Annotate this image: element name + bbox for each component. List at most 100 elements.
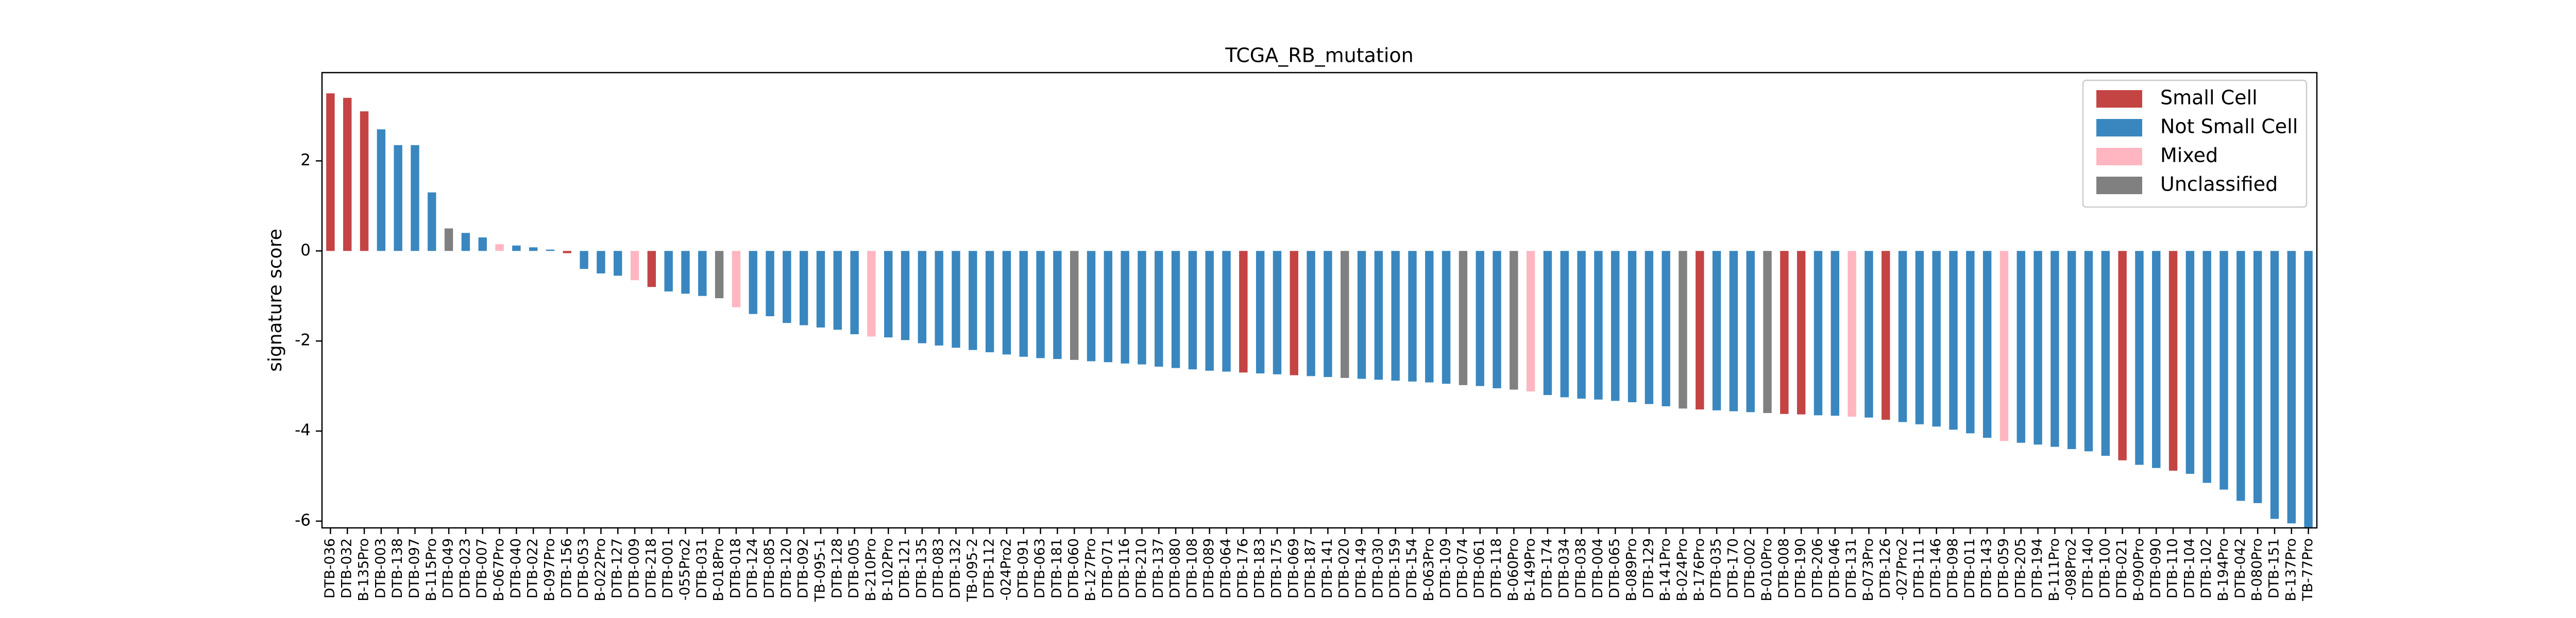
bar [1662,251,1670,406]
x-tick-label: DTB-151 [2266,538,2282,598]
bar [867,251,876,337]
bar [816,251,825,328]
bar [343,97,352,251]
x-tick-label: DTB-109 [1438,538,1454,598]
legend-frame [2082,79,2308,208]
bar [512,245,521,251]
x-tick-label: DTB-090 [2148,538,2164,598]
x-tick-label: B-090Pro [2131,538,2147,602]
bar [444,228,453,251]
bar [1070,251,1079,360]
bar [732,251,741,307]
x-tick-label: B-141Pro [1657,538,1673,602]
bar [1391,251,1400,381]
bar [1476,251,1484,386]
legend-label: Not Small Cell [2160,115,2298,138]
bar [1594,251,1603,400]
x-tick-label: DTB-020 [1336,538,1352,598]
bar [985,251,994,352]
bar [681,251,690,294]
x-tick-label: DTB-126 [1877,538,1893,598]
x-tick-label: DTB-011 [1962,538,1978,598]
x-tick-label: DTB-110 [2165,538,2181,598]
x-tick-label: DTB-003 [372,538,388,598]
bar [1645,251,1654,404]
x-tick-label: B-063Pro [1421,538,1437,602]
x-tick-label: DTB-108 [1184,538,1200,598]
bar [1188,251,1197,370]
x-tick-label: DTB-030 [1370,538,1386,598]
bar [495,244,504,251]
x-tick-label: B-194Pro [2215,538,2231,602]
bar [1746,251,1755,413]
x-tick-label: DTB-032 [339,538,355,598]
bar [918,251,927,344]
x-tick-label: DTB-116 [1116,538,1132,598]
bar [2185,251,2195,474]
bar [1222,251,1231,372]
bar [2050,251,2059,447]
x-tick-label: B-111Pro [2046,538,2062,602]
x-tick-label: DTB-205 [2012,538,2028,598]
x-tick-label: DTB-100 [2097,538,2113,598]
x-tick-label: DTB-140 [2080,538,2096,598]
bar [2253,251,2262,503]
x-tick-label: DTB-183 [1252,538,1268,598]
x-tick-label: DTB-112 [981,538,997,598]
bar [952,251,960,348]
bar [766,251,774,317]
x-tick-label: B-097Pro [541,538,557,602]
x-tick-label: DTB-009 [626,538,642,598]
x-tick-label: DTB-120 [778,538,794,598]
bar [2118,251,2127,460]
bar [563,251,571,253]
bar [614,251,622,276]
x-tick-label: DTB-141 [1319,538,1335,598]
bar [1307,251,1315,376]
x-tick-label: TB-095-1 [812,538,828,602]
x-tick-label: B-127Pro [1083,538,1099,602]
x-tick-label: -024Pro2 [998,538,1014,600]
bar [2270,251,2279,519]
bar [1966,251,1975,434]
plot-frame [321,72,2318,529]
x-tick-label: DTB-002 [1742,538,1758,598]
bar [2016,251,2025,443]
bar [360,111,369,251]
bar [1459,251,1468,385]
x-tick-label: DTB-069 [1285,538,1301,598]
bar [1205,251,1214,371]
x-tick-label: DTB-061 [1471,538,1487,598]
x-tick-label: DTB-159 [1387,538,1403,598]
bar [461,233,470,251]
x-tick-label: B-089Pro [1624,538,1640,602]
x-tick-label: B-102Pro [880,538,896,602]
x-tick-label: DTB-053 [575,538,591,598]
x-tick-label: DTB-146 [1928,538,1944,598]
bar [394,145,402,251]
x-tick-label: DTB-092 [795,538,811,598]
x-tick-label: B-018Pro [711,538,727,602]
bar [1611,251,1620,401]
bar [698,251,707,296]
x-tick-label: DTB-031 [694,538,710,598]
bar [799,251,808,325]
x-tick-label: DTB-102 [2198,538,2214,598]
x-tick-label: B-073Pro [1860,538,1876,602]
bar [1543,251,1552,396]
x-tick-label: DTB-007 [474,538,490,598]
x-tick-label: TB-095-2 [964,538,980,602]
legend-swatch [2096,119,2142,136]
bar [2202,251,2211,483]
bar [1560,251,1569,398]
x-tick-label: DTB-034 [1556,538,1572,598]
x-tick-label: B-010Pro [1759,538,1775,602]
bar [2084,251,2093,452]
bar [1155,251,1163,367]
x-tick-label: DTB-036 [322,538,338,598]
x-tick-label: DTB-089 [1201,538,1217,598]
bar [1290,251,1298,375]
bar [1036,251,1045,358]
x-tick-label: DTB-181 [1049,538,1065,598]
